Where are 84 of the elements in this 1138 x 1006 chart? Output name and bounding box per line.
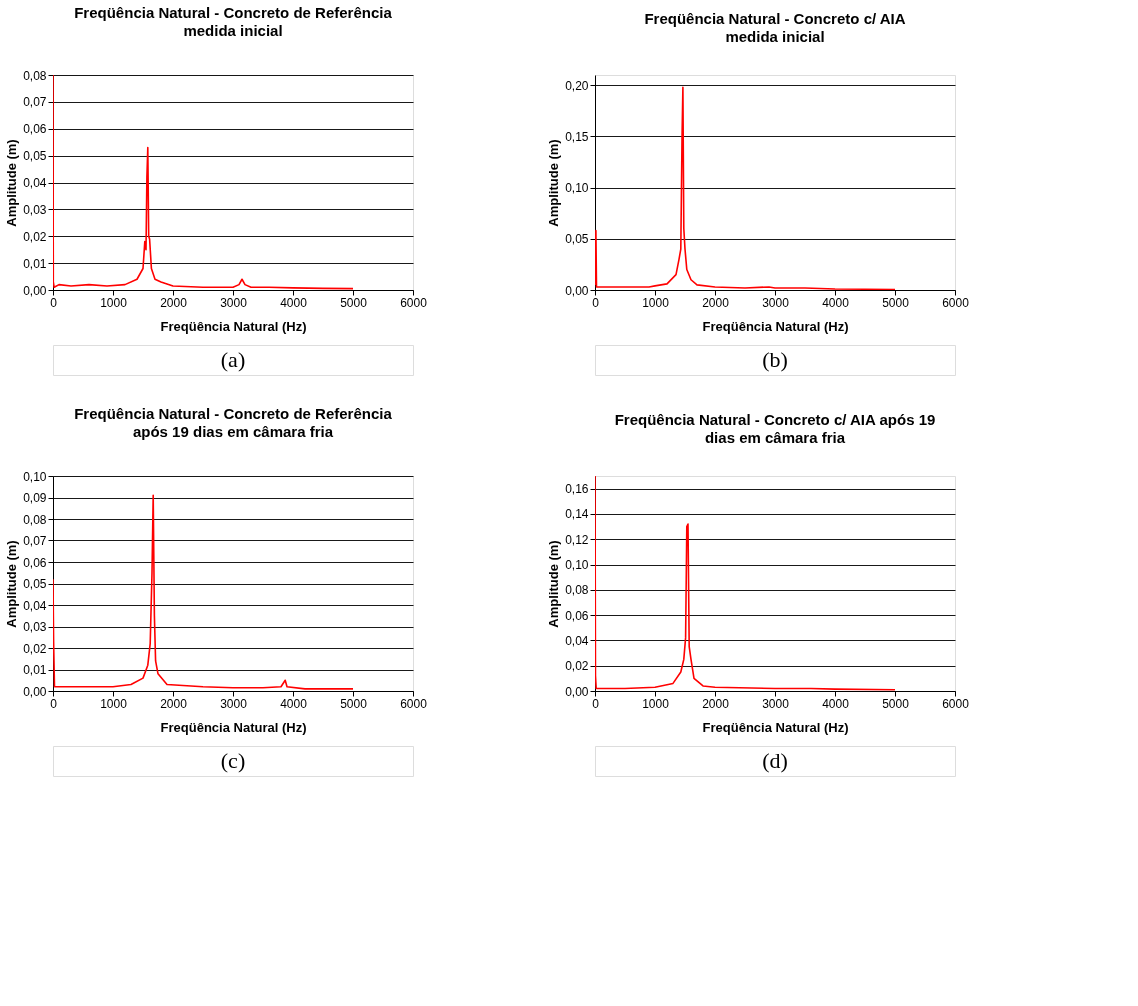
- x-tick-label: 4000: [280, 295, 308, 310]
- x-tick-label: 5000: [882, 295, 910, 310]
- x-tick-label: 6000: [400, 696, 428, 711]
- y-tick-label: 0,08: [565, 583, 589, 598]
- y-tick-label: 0,10: [565, 181, 589, 196]
- line-series: [53, 494, 354, 690]
- x-tick-label: 3000: [762, 696, 790, 711]
- y-axis-title: Amplitude (m): [546, 540, 562, 628]
- y-tick-label: 0,07: [23, 534, 47, 548]
- chart-subtitle: após 19 dias em câmara fria: [132, 423, 334, 440]
- x-tick-label: 0: [592, 696, 600, 711]
- y-tick-label: 0,06: [23, 122, 47, 137]
- chart-title: Freqüência Natural - Concreto de Referência: [74, 4, 393, 21]
- x-axis-title: Freqüência Natural (Hz): [160, 318, 307, 334]
- x-tick-label: 4000: [280, 696, 308, 711]
- y-tick-label: 0,04: [565, 633, 589, 648]
- y-tick-label: 0,06: [23, 555, 47, 570]
- y-tick-label: 0,14: [565, 507, 589, 522]
- y-axis-title: Amplitude (m): [4, 139, 20, 227]
- y-tick-label: 0,09: [23, 491, 47, 505]
- y-tick-label: 0,20: [565, 78, 589, 93]
- y-tick-label: 0,04: [23, 176, 47, 190]
- y-tick-label: 0,03: [23, 620, 47, 634]
- x-tick-label: 6000: [942, 295, 970, 310]
- y-axis-title: Amplitude (m): [546, 139, 562, 227]
- y-tick-label: 0,08: [23, 512, 47, 527]
- x-tick-label: 5000: [340, 696, 368, 711]
- x-tick-label: 0: [50, 295, 58, 310]
- x-tick-label: 5000: [340, 295, 368, 310]
- x-axis-title: Freqüência Natural (Hz): [702, 318, 849, 334]
- y-tick-label: 0,05: [23, 577, 47, 591]
- y-tick-label: 0,01: [23, 663, 47, 677]
- x-tick-label: 2000: [160, 696, 188, 711]
- x-tick-label: 0: [592, 295, 600, 310]
- text: (c): [220, 748, 246, 773]
- y-tick-label: 0,02: [23, 641, 47, 656]
- y-tick-label: 0,00: [23, 684, 47, 699]
- y-tick-label: 0,05: [565, 232, 589, 247]
- y-axis-title: Amplitude (m): [4, 540, 20, 628]
- x-tick-label: 1000: [100, 295, 128, 310]
- text: (b): [762, 347, 788, 372]
- y-tick-label: 0,15: [565, 129, 589, 144]
- x-tick-label: 0: [50, 696, 58, 711]
- y-tick-label: 0,06: [565, 608, 589, 623]
- x-tick-label: 6000: [942, 696, 970, 711]
- x-tick-label: 1000: [100, 696, 128, 711]
- y-tick-label: 0,12: [565, 532, 589, 547]
- y-tick-label: 0,10: [23, 469, 47, 484]
- line-series: [595, 86, 896, 290]
- x-tick-label: 6000: [400, 295, 428, 310]
- x-tick-label: 2000: [160, 295, 188, 310]
- x-tick-label: 2000: [702, 696, 730, 711]
- chart-title: Freqüência Natural - Concreto c/ AIA após 19: [614, 411, 936, 428]
- x-tick-label: 2000: [702, 295, 730, 310]
- y-tick-label: 0,00: [23, 283, 47, 298]
- x-tick-label: 3000: [220, 696, 248, 711]
- y-tick-label: 0,16: [565, 482, 589, 497]
- text: (a): [220, 347, 246, 372]
- chart-title: Freqüência Natural - Concreto de Referência: [74, 405, 393, 422]
- y-tick-label: 0,05: [23, 149, 47, 164]
- x-tick-label: 3000: [762, 295, 790, 310]
- y-tick-label: 0,02: [565, 659, 589, 674]
- y-tick-label: 0,08: [23, 68, 47, 83]
- y-tick-label: 0,03: [23, 202, 47, 217]
- x-tick-label: 5000: [882, 696, 910, 711]
- x-tick-label: 3000: [220, 295, 248, 310]
- y-tick-label: 0,01: [23, 256, 47, 271]
- x-axis-title: Freqüência Natural (Hz): [702, 719, 849, 735]
- y-tick-label: 0,07: [23, 95, 47, 110]
- x-tick-label: 1000: [642, 295, 670, 310]
- chart-subtitle: dias em câmara fria: [704, 429, 846, 446]
- x-tick-label: 1000: [642, 696, 670, 711]
- chart-subtitle: medida inicial: [725, 28, 825, 45]
- y-tick-label: 0,00: [565, 684, 589, 699]
- y-tick-label: 0,02: [23, 229, 47, 244]
- x-tick-label: 4000: [822, 696, 850, 711]
- y-tick-label: 0,00: [565, 283, 589, 298]
- text: (d): [762, 748, 788, 773]
- chart-subtitle: medida inicial: [183, 22, 283, 39]
- x-tick-label: 4000: [822, 295, 850, 310]
- y-tick-label: 0,10: [565, 558, 589, 573]
- x-axis-title: Freqüência Natural (Hz): [160, 719, 307, 735]
- y-tick-label: 0,04: [23, 598, 47, 613]
- chart-title: Freqüência Natural - Concreto c/ AIA: [644, 10, 906, 27]
